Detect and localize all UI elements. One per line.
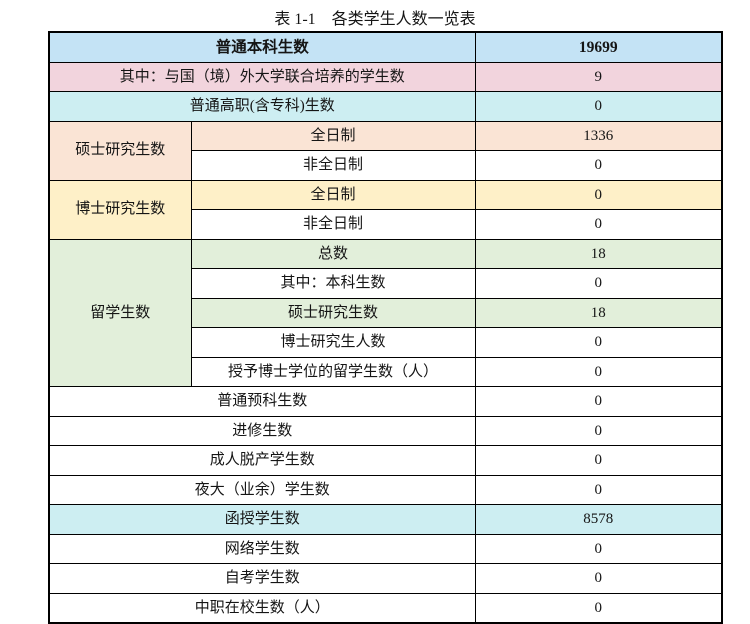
table-row: 成人脱产学生数 0 xyxy=(48,445,723,476)
group-label-cell: 留学生数 xyxy=(48,238,192,387)
row-value-cell: 0 xyxy=(474,592,723,624)
table-row: 函授学生数 8578 xyxy=(48,504,723,535)
table-row: 普通本科生数 19699 xyxy=(48,31,723,63)
row-value-cell: 19699 xyxy=(474,31,723,63)
row-label-cell: 非全日制 xyxy=(190,209,476,240)
table-row: 硕士研究生数 18 xyxy=(49,297,723,328)
row-label-cell: 中职在校生数（人） xyxy=(48,592,476,624)
row-label-cell: 总数 xyxy=(190,238,476,269)
row-value-cell: 0 xyxy=(474,386,723,417)
row-value-cell: 0 xyxy=(474,474,723,505)
row-label-cell: 其中：本科生数 xyxy=(190,268,476,299)
table-row: 其中：本科生数 0 xyxy=(49,268,723,299)
row-value-cell: 0 xyxy=(474,563,723,594)
row-label-cell: 网络学生数 xyxy=(48,533,476,564)
row-value-cell: 0 xyxy=(474,445,723,476)
row-value-cell: 0 xyxy=(474,327,723,358)
row-label-cell: 进修生数 xyxy=(48,415,476,446)
table-row: 博士研究生人数 0 xyxy=(49,327,723,358)
row-value-cell: 0 xyxy=(474,91,723,122)
row-label-cell: 硕士研究生数 xyxy=(190,297,476,328)
table-row: 博士研究生数 全日制 0 xyxy=(48,179,723,240)
row-value-cell: 1336 xyxy=(474,120,723,151)
table-row: 夜大（业余）学生数 0 xyxy=(48,474,723,505)
table-row: 普通高职(含专科)生数 0 xyxy=(48,91,723,122)
row-label-cell: 博士研究生人数 xyxy=(190,327,476,358)
table-row: 中职在校生数（人） 0 xyxy=(48,592,723,624)
row-label-cell: 普通本科生数 xyxy=(48,31,476,63)
student-table-body: 普通本科生数 19699 其中：与国（境）外大学联合培养的学生数 9 普通高职(含专科)… xyxy=(48,31,723,624)
row-label-cell: 普通高职(含专科)生数 xyxy=(48,91,476,122)
table-row: 自考学生数 0 xyxy=(48,563,723,594)
table-row: 授予博士学位的留学生数（人） 0 xyxy=(49,356,723,387)
row-label-cell: 非全日制 xyxy=(190,150,476,181)
table-caption: 表 1-1 各类学生人数一览表 xyxy=(274,11,476,28)
row-label-cell: 全日制 xyxy=(190,120,476,151)
row-label-cell: 全日制 xyxy=(190,179,476,210)
student-stats-table: 普通本科生数 19699 其中：与国（境）外大学联合培养的学生数 9 普通高职(含专科)… xyxy=(48,31,724,624)
row-value-cell: 18 xyxy=(474,238,723,269)
row-value-cell: 8578 xyxy=(474,504,723,535)
table-row: 普通预科生数 0 xyxy=(48,386,723,417)
table-row: 硕士研究生数 全日制 1336 xyxy=(48,120,723,181)
row-value-cell: 18 xyxy=(474,297,723,328)
group-label-cell: 硕士研究生数 xyxy=(48,120,192,181)
row-label-cell: 成人脱产学生数 xyxy=(48,445,476,476)
table-row: 进修生数 0 xyxy=(48,415,723,446)
table-row: 留学生数 总数 18 xyxy=(48,238,723,387)
row-label-cell: 函授学生数 xyxy=(48,504,476,535)
table-row: 非全日制 0 xyxy=(49,150,723,181)
row-label-cell: 其中：与国（境）外大学联合培养的学生数 xyxy=(48,61,476,92)
row-label-cell: 普通预科生数 xyxy=(48,386,476,417)
row-value-cell: 0 xyxy=(474,356,723,387)
row-label-cell: 夜大（业余）学生数 xyxy=(48,474,476,505)
row-value-cell: 0 xyxy=(474,415,723,446)
row-value-cell: 0 xyxy=(474,268,723,299)
row-value-cell: 0 xyxy=(474,150,723,181)
table-row: 非全日制 0 xyxy=(49,209,723,240)
table-row: 网络学生数 0 xyxy=(48,533,723,564)
row-label-cell: 自考学生数 xyxy=(48,563,476,594)
row-label-cell: 授予博士学位的留学生数（人） xyxy=(190,356,476,387)
row-value-cell: 0 xyxy=(474,179,723,210)
row-value-cell: 0 xyxy=(474,533,723,564)
table-row: 其中：与国（境）外大学联合培养的学生数 9 xyxy=(48,61,723,92)
group-label-cell: 博士研究生数 xyxy=(48,179,192,240)
row-value-cell: 0 xyxy=(474,209,723,240)
row-value-cell: 9 xyxy=(474,61,723,92)
